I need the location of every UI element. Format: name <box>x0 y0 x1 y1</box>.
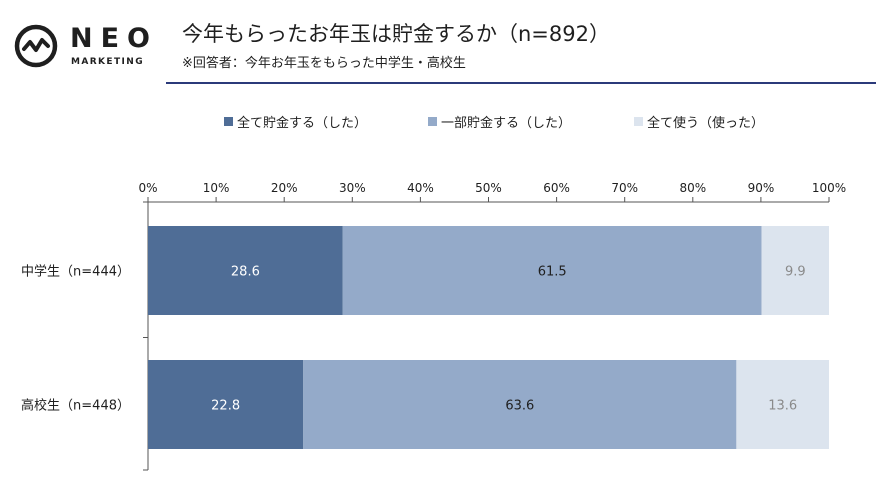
legend-swatch <box>428 117 437 126</box>
x-tick-label: 70% <box>611 181 638 195</box>
legend-label: 全て貯金する（した） <box>237 116 368 131</box>
header-divider <box>166 82 876 84</box>
legend-swatch <box>224 117 233 126</box>
data-label: 61.5 <box>538 265 567 280</box>
brand-subtitle: MARKETING <box>71 57 144 67</box>
bar-segment <box>303 360 737 449</box>
x-tick-label: 100% <box>812 181 846 195</box>
x-tick-label: 30% <box>339 181 366 195</box>
bar-segment <box>148 226 343 315</box>
category-label: 高校生（n=448） <box>21 398 130 414</box>
data-label: 63.6 <box>505 399 534 414</box>
bar-segment <box>148 360 304 449</box>
data-label: 22.8 <box>211 399 240 414</box>
x-tick-label: 60% <box>543 181 570 195</box>
legend-item-save-part: 一部貯金する（した） <box>428 112 571 131</box>
x-tick-label: 0% <box>138 181 157 195</box>
brand-name: NEO <box>70 23 158 54</box>
category-label: 中学生（n=444） <box>21 264 130 280</box>
legend-item-spend-all: 全て使う（使った） <box>634 112 764 131</box>
chart-title: 今年もらったお年玉は貯金するか（n=892） <box>182 22 610 46</box>
bar-segment <box>342 226 762 315</box>
brand-logo: NEO MARKETING <box>14 22 162 74</box>
data-label: 9.9 <box>785 265 806 280</box>
x-tick-label: 20% <box>271 181 298 195</box>
chart-legend: 全て貯金する（した） 一部貯金する（した） 全て使う（使った） <box>0 112 889 132</box>
x-tick-label: 90% <box>748 181 775 195</box>
x-tick-label: 10% <box>203 181 230 195</box>
legend-swatch <box>634 117 643 126</box>
data-label: 13.6 <box>768 399 797 414</box>
bar-segment <box>761 226 829 315</box>
logo-mark-icon <box>14 24 58 68</box>
bar-segment <box>736 360 829 449</box>
x-tick-label: 40% <box>407 181 434 195</box>
x-tick-label: 80% <box>679 181 706 195</box>
chart-subtitle: ※回答者：今年お年玉をもらった中学生・高校生 <box>182 56 466 71</box>
data-label: 28.6 <box>231 265 260 280</box>
legend-item-save-all: 全て貯金する（した） <box>224 112 367 131</box>
legend-label: 全て使う（使った） <box>647 116 765 131</box>
legend-label: 一部貯金する（した） <box>441 116 572 131</box>
x-tick-label: 50% <box>475 181 502 195</box>
